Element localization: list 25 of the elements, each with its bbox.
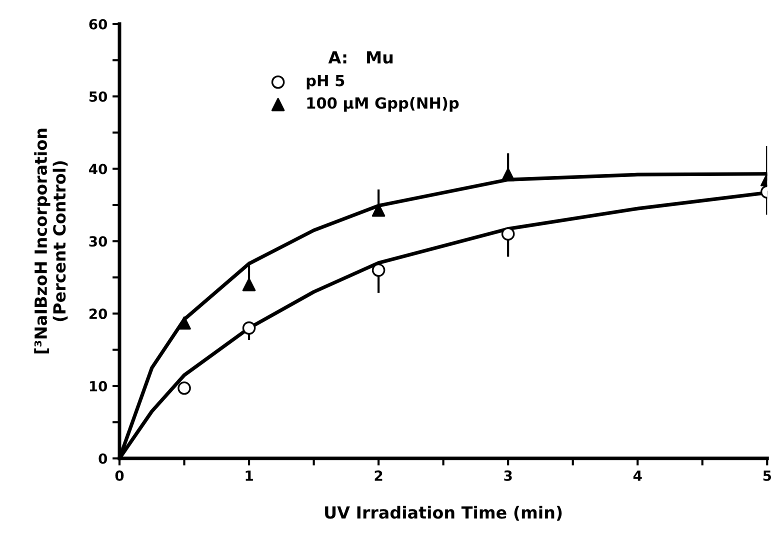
point: [242, 278, 256, 292]
point: [242, 321, 256, 335]
y-tick-label: 20: [89, 308, 108, 320]
x-tick-label: 0: [115, 470, 124, 481]
y-tick-label: 50: [89, 91, 108, 102]
legend-label: pH 5: [306, 75, 344, 90]
y-tick-label: 60: [89, 18, 108, 30]
point: [501, 168, 515, 182]
point: [501, 227, 515, 241]
y-tick-label: 40: [88, 164, 108, 174]
y-tick-label: 30: [89, 236, 108, 247]
legend-title: A: Mu: [328, 51, 393, 64]
point: [372, 263, 386, 277]
x-tick-label: 1: [246, 470, 253, 481]
point: [178, 316, 191, 330]
x-tick-label: 4: [633, 470, 642, 481]
x-axis-title: UV Irradiation Time (min): [325, 506, 562, 521]
y-tick-label: 0: [98, 453, 108, 464]
x-tick-label: 5: [763, 470, 771, 481]
y-axis-title: [³NaIBzoH Incorporation (Percent Control): [34, 128, 68, 354]
legend-label: 100 µM Gpp(NH)p: [307, 96, 459, 112]
point: [178, 382, 191, 395]
y-tick-label: 10: [90, 380, 108, 392]
x-tick-label: 2: [374, 470, 382, 481]
x-tick-label: 3: [504, 470, 512, 481]
